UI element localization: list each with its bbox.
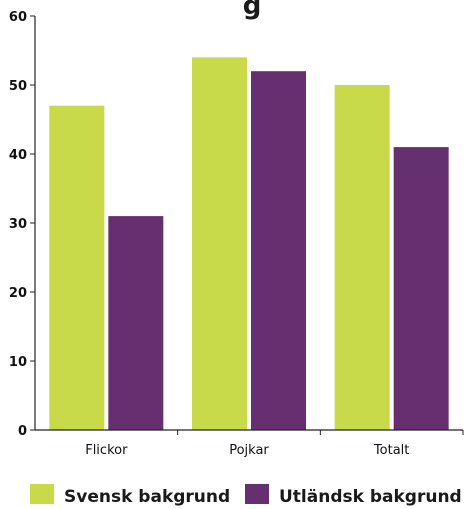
y-tick-label-40: 40 bbox=[9, 148, 27, 163]
legend-label: Svensk bakgrund bbox=[64, 487, 230, 507]
x-tick-label-totalt: Totalt bbox=[373, 443, 409, 458]
y-tick-label-30: 30 bbox=[9, 217, 27, 232]
chart-title: g bbox=[243, 0, 262, 21]
bar-flickor-series-2 bbox=[108, 216, 164, 430]
bar-totalt-series-1 bbox=[334, 85, 390, 430]
x-tick-label-pojkar: Pojkar bbox=[229, 443, 269, 458]
x-tick-label-flickor: Flickor bbox=[85, 443, 128, 458]
title-layer: g bbox=[243, 0, 262, 21]
legend: Svensk bakgrund Utländsk bakgrund bbox=[30, 484, 462, 507]
legend-swatch bbox=[30, 484, 54, 504]
bar-pojkar-series-1 bbox=[192, 57, 247, 431]
y-tick-label-20: 20 bbox=[9, 286, 27, 301]
y-tick-label-10: 10 bbox=[9, 355, 27, 370]
y-tick-label-0: 0 bbox=[18, 424, 27, 439]
axes-layer: Flickor Pojkar Totalt 0 10 20 30 40 50 60 bbox=[9, 10, 464, 458]
legend-entry-1: Svensk bakgrund bbox=[30, 484, 230, 507]
bar-totalt-series-2 bbox=[393, 147, 449, 430]
legend-label: Utländsk bakgrund bbox=[279, 487, 462, 507]
bar-flickor-series-1 bbox=[49, 105, 105, 430]
legend-swatch bbox=[245, 484, 269, 504]
bar-pojkar-series-2 bbox=[251, 71, 306, 430]
y-tick-label-50: 50 bbox=[9, 79, 27, 94]
legend-entry-2: Utländsk bakgrund bbox=[245, 484, 462, 507]
y-tick-label-60: 60 bbox=[9, 10, 27, 25]
plot-area bbox=[49, 57, 449, 431]
